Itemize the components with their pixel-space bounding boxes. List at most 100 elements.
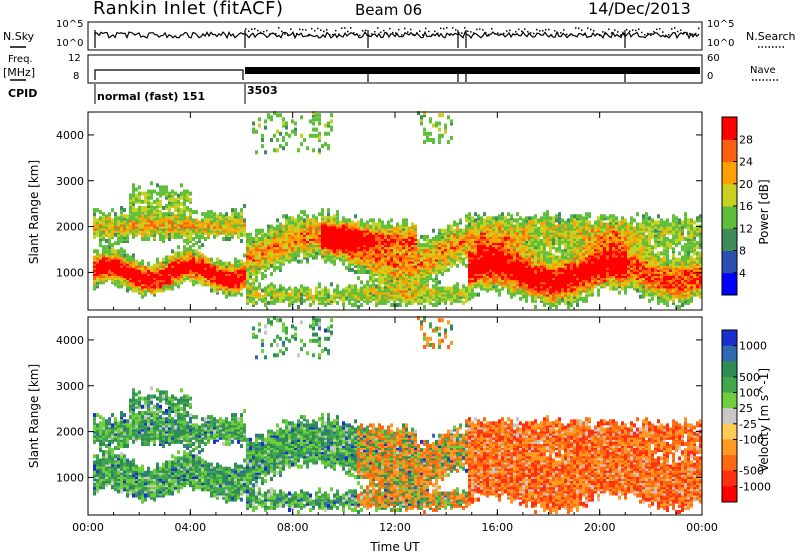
power-cell (495, 267, 498, 272)
power-cell (402, 280, 405, 285)
power-cell (501, 270, 504, 274)
power-cell (390, 303, 393, 307)
power-cell (225, 274, 228, 279)
power-cell (126, 220, 129, 225)
power-cell (336, 212, 339, 217)
power-cell (360, 241, 363, 246)
power-cell (534, 274, 537, 279)
power-cell (294, 296, 297, 301)
nsearch-point (602, 31, 604, 33)
power-cell (180, 280, 183, 285)
power-cell (243, 228, 246, 233)
power-cell (546, 259, 549, 264)
power-cell (387, 270, 390, 274)
power-cell (153, 220, 156, 225)
power-cell (444, 286, 447, 291)
power-cell (366, 237, 369, 241)
power-cell (498, 230, 501, 235)
power-cell (210, 267, 213, 272)
power-cell (501, 228, 504, 233)
power-cell (135, 220, 138, 225)
power-cell (381, 270, 384, 274)
power-cell (138, 208, 141, 213)
power-cell (105, 274, 108, 279)
power-cell (414, 290, 417, 295)
power-cell (144, 278, 147, 283)
power-cell (486, 278, 489, 283)
power-cell (324, 296, 327, 301)
power-cell (108, 241, 111, 246)
power-cell (222, 263, 225, 268)
power-cell (315, 230, 318, 235)
power-cell (282, 214, 285, 219)
power-cell (309, 133, 312, 138)
power-cell (438, 247, 441, 252)
power-cell (483, 212, 486, 217)
power-cell (255, 300, 258, 305)
power-cell (255, 294, 258, 299)
power-cell (405, 290, 408, 295)
power-cell (333, 234, 336, 239)
power-cell (348, 261, 351, 266)
power-cell (219, 224, 222, 229)
power-cell (108, 212, 111, 217)
power-cell (228, 218, 231, 223)
power-cell (168, 228, 171, 233)
power-cell (207, 257, 210, 262)
power-cell (246, 234, 249, 239)
power-cell (459, 228, 462, 233)
power-cell (219, 212, 222, 217)
power-cell (276, 230, 279, 235)
power-cell (546, 237, 549, 241)
power-cell (396, 263, 399, 268)
power-cell (531, 234, 534, 239)
power-cell (237, 218, 240, 223)
power-cell (504, 257, 507, 262)
power-cell (393, 241, 396, 246)
power-cell (444, 296, 447, 301)
power-cell (279, 251, 282, 256)
power-cell (291, 218, 294, 223)
power-cell (177, 193, 180, 198)
power-cell (135, 195, 138, 200)
power-cell (426, 239, 429, 243)
power-cell (471, 267, 474, 272)
power-cell (195, 270, 198, 274)
power-cell (189, 191, 192, 196)
power-cell (486, 280, 489, 285)
power-cell (231, 208, 234, 213)
power-cell (393, 230, 396, 235)
power-cell (534, 290, 537, 295)
power-cell (381, 300, 384, 305)
power-cell (123, 253, 126, 258)
power-cell (171, 197, 174, 202)
power-cell (543, 251, 546, 256)
power-cell (351, 241, 354, 246)
power-cell (324, 123, 327, 128)
power-cell (171, 214, 174, 219)
power-cell (411, 270, 414, 274)
power-cell (201, 274, 204, 279)
power-cell (384, 241, 387, 246)
power-cell (549, 220, 552, 225)
nsearch-point (437, 32, 439, 35)
power-cell (366, 220, 369, 225)
power-cell (459, 288, 462, 293)
power-cell (309, 234, 312, 239)
power-cell (429, 253, 432, 258)
nave-tick-top: 60 (707, 53, 720, 64)
power-cell (321, 220, 324, 225)
power-cell (357, 305, 360, 309)
power-cell (240, 284, 243, 289)
power-cell (129, 267, 132, 272)
power-cell (504, 245, 507, 250)
power-cell (411, 224, 414, 229)
power-cell (402, 257, 405, 262)
power-cell (168, 212, 171, 217)
power-cell (330, 220, 333, 225)
power-cell (384, 294, 387, 299)
power-cell (540, 216, 543, 221)
power-cell (477, 237, 480, 241)
power-cell (354, 286, 357, 291)
power-cell (99, 218, 102, 223)
